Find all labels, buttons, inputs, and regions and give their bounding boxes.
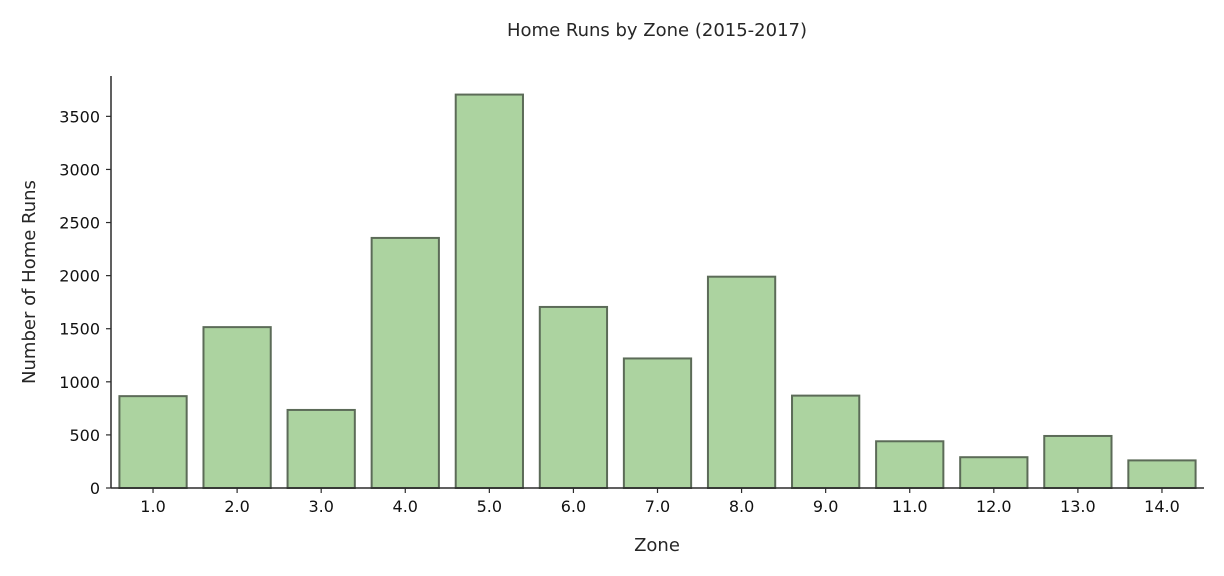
x-axis-label: Zone: [634, 535, 680, 556]
y-tick-label: 500: [69, 426, 100, 445]
bar-zone-9.0: [791, 394, 861, 489]
x-tick-label: 2.0: [224, 497, 249, 516]
y-tick-label: 0: [90, 479, 100, 498]
y-tick-label: 3000: [59, 160, 100, 179]
bar-zone-3.0: [286, 408, 356, 490]
x-tick-label: 14.0: [1144, 497, 1180, 516]
bar-zone-6.0: [538, 305, 609, 490]
x-tick-label: 13.0: [1060, 497, 1096, 516]
bars-group: [118, 93, 1197, 490]
bar-zone-13.0: [1043, 434, 1113, 489]
bar-zone-5.0: [454, 93, 524, 490]
bar-zone-12.0: [959, 456, 1029, 489]
x-tick-label: 4.0: [393, 497, 418, 516]
y-axis: 0 500 1000 1500 2000 2500 3000 3500: [59, 107, 111, 498]
x-tick-label: 12.0: [976, 497, 1012, 516]
x-tick-label: 5.0: [477, 497, 502, 516]
x-tick-label: 9.0: [813, 497, 838, 516]
y-tick-label: 1000: [59, 373, 100, 392]
y-tick-label: 2000: [59, 267, 100, 286]
bar-zone-4.0: [370, 236, 440, 489]
bar-zone-2.0: [202, 326, 272, 489]
x-axis: 1.0 2.0 3.0 4.0 5.0 6.0 7.0 8.0 9.0 11.0 12.0 13.0 1…: [140, 488, 1180, 516]
x-tick-label: 3.0: [308, 497, 333, 516]
bar-zone-8.0: [706, 275, 777, 489]
x-tick-label: 6.0: [561, 497, 586, 516]
bar-zone-11.0: [875, 440, 945, 489]
y-tick-label: 1500: [59, 320, 100, 339]
x-tick-label: 1.0: [140, 497, 165, 516]
y-tick-label: 2500: [59, 214, 100, 233]
x-tick-label: 8.0: [729, 497, 754, 516]
bar-zone-7.0: [622, 357, 693, 490]
x-tick-label: 7.0: [645, 497, 670, 516]
bar-zone-14.0: [1127, 459, 1197, 490]
y-axis-label: Number of Home Runs: [19, 180, 40, 384]
x-tick-label: 11.0: [892, 497, 928, 516]
y-tick-label: 3500: [59, 107, 100, 126]
chart-title: Home Runs by Zone (2015-2017): [507, 20, 807, 41]
bar-zone-1.0: [118, 395, 188, 489]
